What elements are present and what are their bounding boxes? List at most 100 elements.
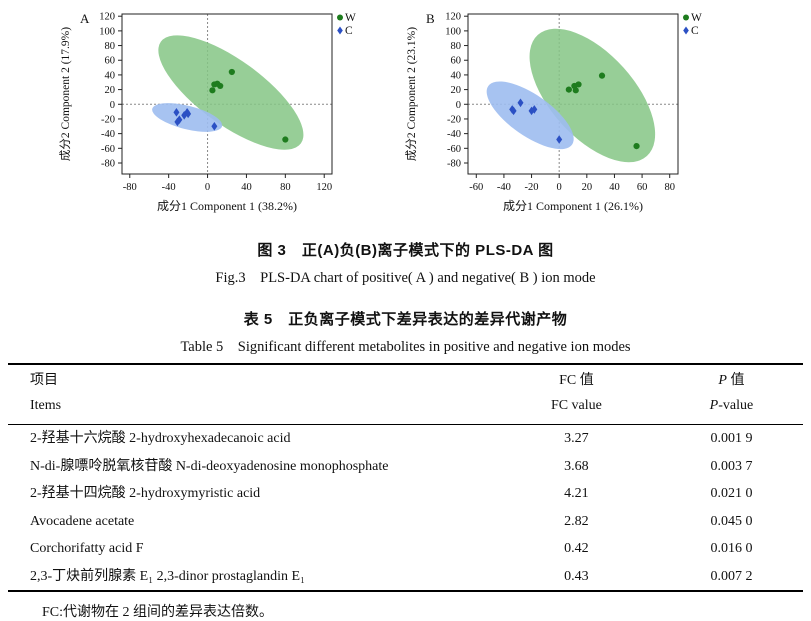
panel-label: B (426, 11, 435, 26)
legend-marker-C (683, 26, 689, 35)
metabolite-name-cell: Avocadene acetate (30, 513, 135, 529)
data-point-C (510, 106, 517, 116)
data-point-C (176, 115, 183, 124)
legend-label-W: W (691, 12, 702, 24)
p-value-cell: 0.007 2 (710, 568, 753, 584)
metabolite-name-cell: 2-羟基十四烷酸 2-hydroxymyristic acid (30, 486, 261, 501)
x-tick-label: 60 (637, 182, 648, 193)
legend-label-C: C (691, 25, 699, 37)
x-tick-label: 0 (557, 182, 562, 193)
column-header-p-en: P-value (709, 397, 754, 413)
table-row: N-di-腺嘌呤脱氧核苷酸 N-di-deoxyadenosine monoph… (8, 453, 803, 481)
fc-value-cell: 4.21 (564, 486, 589, 501)
y-tick-label: 100 (99, 26, 115, 37)
data-point-W (572, 87, 579, 94)
p-value-cell: 0.021 0 (710, 486, 753, 501)
legend-marker-C (337, 26, 343, 35)
table-row: Avocadene acetate 2.82 0.045 0 (8, 508, 803, 536)
y-tick-label: -20 (447, 114, 461, 125)
data-point-C (185, 109, 192, 119)
y-tick-label: -60 (101, 144, 115, 155)
y-tick-label: -40 (447, 129, 461, 140)
x-tick-label: -20 (525, 182, 539, 193)
y-tick-label: 80 (451, 41, 462, 52)
fc-value-cell: 3.68 (564, 458, 589, 474)
column-header-items-zh: 项目 (30, 373, 58, 388)
metabolite-name-cell: 2,3-丁炔前列腺素 E₁ 2,3-dinor prostaglandin E₁ (30, 568, 305, 584)
y-axis-title: 成分2 Component 2 (23.1%) (405, 27, 418, 161)
fc-value-cell: 0.42 (564, 541, 589, 556)
data-point-W (217, 82, 224, 90)
metabolites-table: 项目 Items FC 值 FC value P 值 P-value 2-羟基十… (8, 363, 803, 592)
y-tick-label: 80 (105, 41, 116, 52)
confidence-ellipse-C (486, 81, 574, 150)
column-header-items-en: Items (30, 397, 62, 413)
x-tick-label: -40 (162, 182, 176, 193)
table-row: 2-羟基十四烷酸 2-hydroxymyristic acid 4.21 0.021… (8, 480, 803, 508)
y-tick-label: 120 (445, 12, 461, 23)
pls-da-chart-positive-A: -80 -40 0 40 80 120 -80 -60 -40 -20 0 20 40 60 80 100 12… (56, 2, 394, 230)
y-tick-label: 0 (110, 100, 115, 111)
figure-caption-zh: 图 3 正(A)负(B)离子模式下的 PLS-DA 图 (257, 242, 554, 259)
x-tick-label: -60 (469, 182, 483, 193)
chart-svg: -60 -40 -20 0 20 40 60 80 -80 -60 -40 -20 0 20 40 60 80 1… (405, 11, 702, 213)
y-tick-label: 0 (456, 100, 461, 111)
data-point-W (228, 68, 235, 76)
column-header-fc-zh: FC 值 (559, 373, 594, 388)
column-header-fc-en: FC value (550, 397, 602, 413)
p-value-cell: 0.045 0 (710, 513, 753, 529)
fc-value-cell: 2.82 (564, 513, 589, 529)
x-tick-label: -40 (497, 182, 511, 193)
table-title-zh: 表 5 正负离子模式下差异表达的差异代谢产物 (243, 311, 568, 328)
column-header-items: 项目 Items (8, 364, 493, 425)
x-tick-label: 0 (205, 182, 210, 193)
data-point-W (565, 86, 572, 93)
y-tick-label: 40 (451, 70, 462, 81)
x-tick-label: -80 (123, 182, 137, 193)
x-tick-label: 20 (582, 182, 593, 193)
confidence-ellipse-C (152, 103, 223, 132)
legend-marker-W (337, 14, 343, 21)
table-row: Corchorifatty acid F 0.42 0.016 0 (8, 535, 803, 563)
legend-label-C: C (345, 25, 353, 37)
table-title-en: Table 5 Significant different metabolite… (180, 339, 631, 355)
column-header-p-zh: P 值 (718, 373, 745, 388)
data-point-W (598, 72, 606, 79)
x-tick-label: 120 (316, 182, 332, 193)
x-tick-label: 40 (609, 182, 620, 193)
fc-value-cell: 3.27 (564, 431, 589, 446)
pls-da-chart-negative-B: -60 -40 -20 0 20 40 60 80 -80 -60 -40 -20 0 20 40 60 80 1… (402, 2, 740, 230)
data-point-W (633, 143, 640, 150)
x-axis-title: 成分1 Component 1 (26.1%) (503, 199, 643, 213)
table-body: 2-羟基十六烷酸 2-hydroxyhexadecanoic acid 3.27 0… (8, 425, 803, 592)
legend-label-W: W (345, 12, 356, 24)
p-value-cell: 0.003 7 (710, 458, 753, 474)
metabolite-name-cell: N-di-腺嘌呤脱氧核苷酸 N-di-deoxyadenosine monoph… (30, 458, 389, 474)
p-value-cell: 0.001 9 (710, 431, 753, 446)
chart-svg: -80 -40 0 40 80 120 -80 -60 -40 -20 0 20 40 60 80 100 12… (59, 11, 356, 213)
data-point-W (209, 87, 216, 94)
data-point-W (575, 81, 582, 88)
data-point-C (556, 135, 563, 144)
figure-caption-en: Fig.3 PLS-DA chart of positive( A ) and … (215, 270, 596, 286)
data-point-C (211, 121, 218, 131)
panel-label: A (80, 11, 90, 26)
y-axis-title: 成分2 Component 2 (17.9%) (59, 27, 72, 161)
y-tick-label: 20 (451, 85, 462, 96)
x-axis-title: 成分1 Component 1 (38.2%) (157, 199, 297, 213)
pls-da-figure: -80 -40 0 40 80 120 -80 -60 -40 -20 0 20 40 60 80 100 12… (0, 0, 811, 230)
y-tick-label: 20 (105, 85, 116, 96)
data-point-C (517, 98, 524, 108)
legend-marker-W (683, 14, 689, 21)
fc-value-cell: 0.43 (564, 568, 589, 584)
table-header: 项目 Items FC 值 FC value P 值 P-value (8, 364, 803, 425)
plot-border (467, 13, 679, 175)
y-tick-label: 40 (105, 70, 116, 81)
y-tick-label: -60 (447, 144, 461, 155)
y-tick-label: -80 (447, 158, 461, 169)
p-value-cell: 0.016 0 (710, 541, 753, 556)
y-tick-label: -20 (101, 114, 115, 125)
data-point-C (173, 108, 180, 117)
y-tick-label: 60 (451, 56, 462, 67)
